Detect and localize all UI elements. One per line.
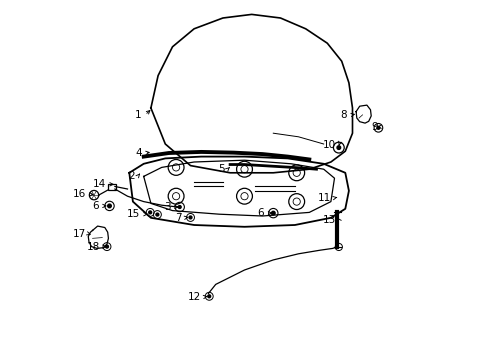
Text: 11: 11 <box>317 193 330 203</box>
Text: 14: 14 <box>92 179 106 189</box>
Circle shape <box>271 211 275 215</box>
Text: 4: 4 <box>135 148 142 158</box>
Text: 12: 12 <box>187 292 200 302</box>
Circle shape <box>107 204 111 208</box>
Circle shape <box>156 213 159 216</box>
Text: 16: 16 <box>73 189 86 199</box>
Text: 7: 7 <box>175 213 181 223</box>
Text: 1: 1 <box>135 110 142 120</box>
Circle shape <box>376 126 379 129</box>
Text: 2: 2 <box>128 171 134 181</box>
Text: 18: 18 <box>87 242 101 252</box>
Text: 8: 8 <box>340 110 346 120</box>
Circle shape <box>148 211 151 214</box>
Circle shape <box>105 245 108 248</box>
Text: 17: 17 <box>73 229 86 239</box>
Circle shape <box>178 206 181 208</box>
Text: 15: 15 <box>126 209 140 219</box>
Text: 6: 6 <box>257 208 264 218</box>
Text: 3: 3 <box>164 202 170 212</box>
Circle shape <box>336 146 340 149</box>
Circle shape <box>189 216 192 219</box>
Text: 10: 10 <box>323 140 336 150</box>
Text: 5: 5 <box>218 164 224 174</box>
Text: 13: 13 <box>323 215 336 225</box>
Text: 6: 6 <box>92 201 99 211</box>
Text: 9: 9 <box>370 122 377 132</box>
Circle shape <box>207 295 210 298</box>
